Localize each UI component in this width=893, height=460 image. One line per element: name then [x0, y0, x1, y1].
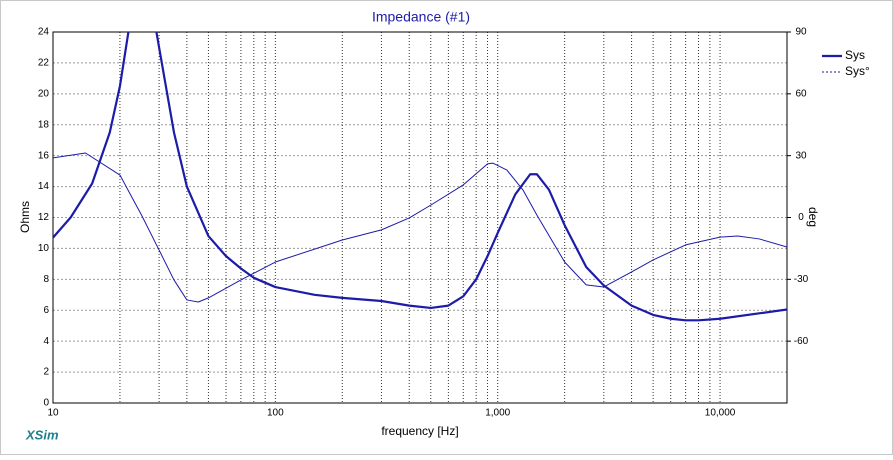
x-tick-label: 100 — [267, 408, 284, 419]
x-tick-label: 10,000 — [705, 408, 736, 419]
y-tick-label: 4 — [43, 336, 49, 347]
x-axis-label: frequency [Hz] — [381, 424, 458, 438]
y-tick-label: 10 — [38, 243, 50, 254]
y-tick-label: 6 — [43, 305, 49, 316]
x-tick-label: 1,000 — [485, 408, 510, 419]
y2-axis-label: deg — [806, 207, 820, 227]
watermark: XSim — [25, 427, 59, 442]
y-tick-label: 22 — [38, 58, 50, 69]
y-tick-label: 24 — [38, 27, 50, 38]
y2-tick-label: 60 — [795, 88, 807, 99]
y2-tick-label: 30 — [795, 150, 807, 161]
y-tick-label: 18 — [38, 119, 50, 130]
y-tick-label: 16 — [38, 150, 50, 161]
y-tick-label: 20 — [38, 88, 50, 99]
series-line — [53, 152, 787, 303]
y-tick-label: 2 — [43, 367, 49, 378]
y-tick-label: 12 — [38, 212, 50, 223]
series-line — [53, 32, 787, 322]
y-axis-label: Ohms — [18, 201, 32, 233]
chart-title: Impedance (#1) — [372, 9, 470, 25]
y2-tick-label: 90 — [795, 27, 807, 38]
legend-label: Sys — [845, 48, 865, 62]
y-tick-label: 14 — [38, 181, 50, 192]
y2-tick-label: 0 — [798, 212, 804, 223]
y-tick-label: 8 — [43, 274, 49, 285]
y-tick-label: 0 — [43, 398, 49, 409]
x-tick-label: 10 — [47, 408, 59, 419]
y2-tick-label: -30 — [794, 274, 809, 285]
legend-label: Sys° — [845, 64, 870, 78]
y2-tick-label: -60 — [794, 336, 809, 347]
plot-border — [52, 31, 788, 404]
